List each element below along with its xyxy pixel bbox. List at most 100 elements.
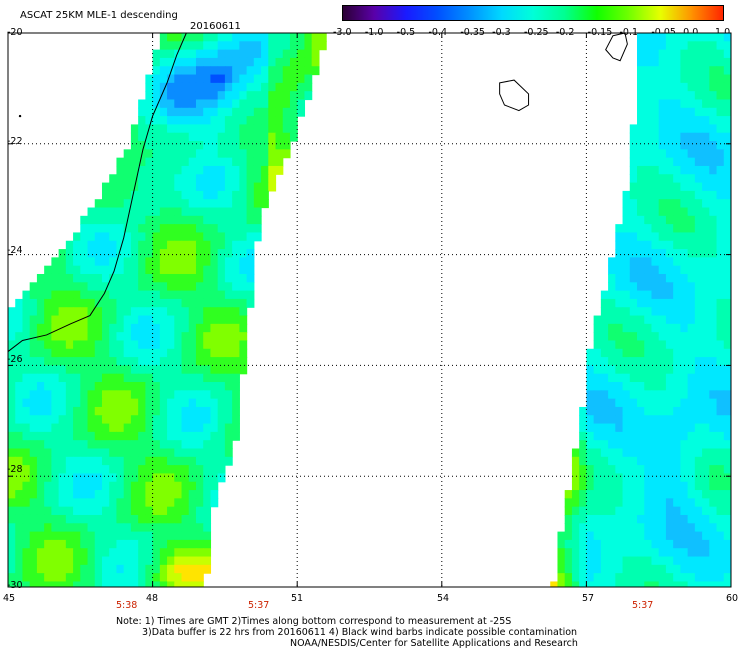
wind-cell	[694, 440, 703, 450]
wind-cell	[80, 564, 89, 574]
wind-cell	[167, 49, 175, 59]
wind-cell	[232, 141, 240, 150]
wind-cell	[123, 456, 132, 466]
wind-cell	[8, 514, 16, 524]
wind-cell	[195, 506, 204, 516]
wind-cell	[130, 373, 139, 383]
wind-cell	[723, 124, 731, 134]
wind-cell	[239, 157, 248, 167]
wind-cell	[665, 556, 674, 566]
wind-cell	[130, 348, 139, 358]
wind-cell	[210, 249, 219, 258]
wind-cell	[145, 190, 154, 200]
wind-cell	[665, 431, 674, 441]
wind-cell	[622, 190, 631, 200]
wind-cell	[644, 539, 653, 549]
wind-cell	[188, 215, 197, 225]
wind-cell	[709, 99, 718, 109]
wind-cell	[665, 365, 674, 375]
wind-cell	[723, 523, 731, 533]
wind-cell	[123, 290, 132, 300]
wind-cell	[702, 348, 710, 358]
wind-cell	[116, 357, 125, 366]
wind-cell	[615, 365, 624, 375]
wind-cell	[600, 315, 609, 325]
wind-cell	[181, 82, 190, 92]
wind-cell	[629, 556, 638, 566]
wind-cell	[644, 249, 653, 258]
wind-cell	[203, 240, 212, 250]
wind-cell	[58, 249, 67, 258]
wind-cell	[80, 390, 89, 400]
wind-cell	[246, 124, 255, 134]
wind-cell	[289, 74, 298, 84]
wind-cell	[167, 473, 175, 483]
wind-cell	[224, 415, 233, 425]
wind-cell	[665, 423, 674, 433]
wind-cell	[665, 215, 674, 225]
wind-cell	[87, 556, 96, 566]
wind-cell	[651, 298, 660, 308]
wind-cell	[203, 66, 212, 76]
wind-cell	[195, 257, 204, 267]
wind-cell	[673, 448, 681, 458]
wind-cell	[694, 523, 703, 533]
wind-cell	[73, 265, 81, 275]
wind-cell	[210, 315, 219, 325]
wind-cell	[138, 298, 146, 308]
wind-cell	[101, 440, 110, 450]
wind-cell	[87, 448, 96, 458]
wind-cell	[123, 240, 132, 250]
wind-cell	[702, 215, 710, 225]
wind-cell	[224, 423, 233, 433]
wind-cell	[109, 307, 118, 317]
wind-cell	[593, 473, 602, 483]
wind-cell	[637, 465, 645, 475]
wind-cell	[58, 556, 67, 566]
wind-cell	[702, 224, 710, 234]
wind-cell	[159, 390, 168, 400]
wind-cell	[651, 490, 660, 499]
wind-cell	[116, 298, 125, 308]
wind-cell	[159, 165, 168, 175]
wind-cell	[8, 406, 16, 416]
wind-cell	[203, 157, 212, 167]
wind-cell	[665, 348, 674, 358]
wind-cell	[152, 107, 161, 117]
wind-cell	[145, 174, 154, 184]
wind-cell	[702, 440, 710, 450]
wind-cell	[15, 348, 24, 358]
wind-cell	[94, 323, 103, 333]
wind-cell	[138, 415, 146, 425]
wind-cell	[651, 282, 660, 292]
wind-cell	[145, 481, 154, 491]
wind-cell	[687, 265, 696, 275]
wind-cell	[282, 99, 291, 109]
wind-cell	[586, 357, 595, 366]
wind-cell	[239, 107, 248, 117]
wind-cell	[716, 531, 725, 541]
wind-cell	[702, 573, 710, 583]
wind-cell	[87, 265, 96, 275]
wind-cell	[586, 448, 595, 458]
wind-cell	[195, 224, 204, 234]
wind-cell	[716, 41, 725, 51]
wind-cell	[723, 82, 731, 92]
wind-cell	[673, 282, 681, 292]
wind-cell	[36, 307, 45, 317]
wind-cell	[282, 107, 291, 117]
wind-cell	[217, 132, 226, 142]
wind-cell	[232, 406, 240, 416]
wind-cell	[716, 382, 725, 391]
wind-cell	[101, 365, 110, 375]
wind-cell	[138, 556, 146, 566]
wind-cell	[651, 473, 660, 483]
wind-cell	[87, 307, 96, 317]
wind-cell	[188, 548, 197, 558]
wind-cell	[224, 190, 233, 200]
wind-cell	[622, 373, 631, 383]
wind-cell	[123, 548, 132, 558]
wind-cell	[261, 41, 269, 51]
wind-cell	[203, 149, 212, 159]
wind-cell	[694, 323, 703, 333]
